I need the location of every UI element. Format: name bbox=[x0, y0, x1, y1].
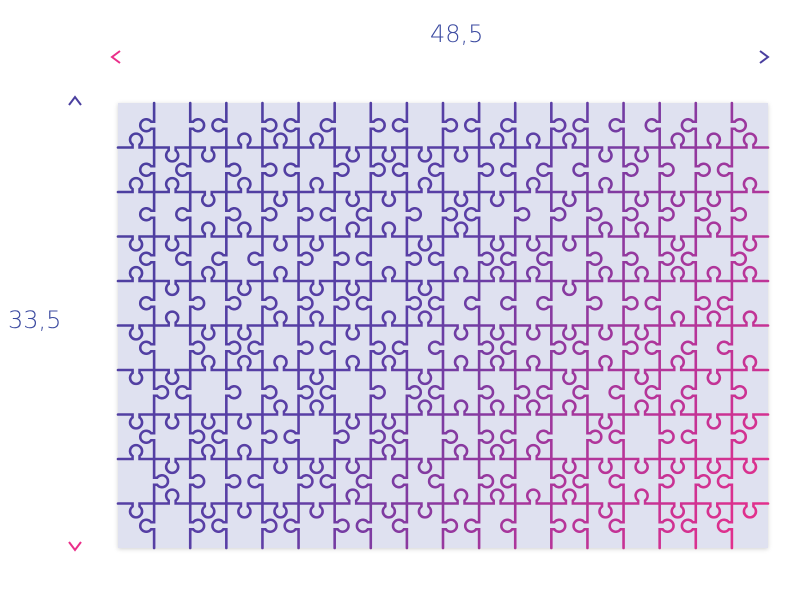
puzzle-edge bbox=[427, 101, 459, 550]
puzzle-edge bbox=[391, 101, 422, 550]
puzzle-edge bbox=[680, 101, 711, 550]
puzzle-edge bbox=[536, 101, 567, 550]
puzzle-edge bbox=[644, 101, 675, 550]
puzzle-edge bbox=[716, 101, 747, 550]
puzzle-edge bbox=[355, 101, 386, 550]
puzzle-edge bbox=[572, 101, 603, 550]
height-arrow bbox=[68, 95, 82, 552]
puzzle-edges bbox=[116, 101, 770, 550]
puzzle-edge bbox=[464, 101, 495, 550]
puzzle-edge bbox=[319, 101, 350, 550]
puzzle-edge bbox=[175, 101, 206, 550]
width-dimension-label: 48,5 bbox=[430, 20, 484, 48]
puzzle-edge bbox=[247, 101, 278, 550]
puzzle-edge bbox=[283, 101, 314, 550]
puzzle-edge bbox=[139, 101, 170, 550]
width-arrow bbox=[110, 50, 770, 64]
puzzle-edge bbox=[500, 101, 531, 550]
puzzle-edge bbox=[211, 101, 242, 550]
puzzle-edge bbox=[608, 101, 639, 550]
height-dimension-label: 33,5 bbox=[8, 306, 62, 334]
